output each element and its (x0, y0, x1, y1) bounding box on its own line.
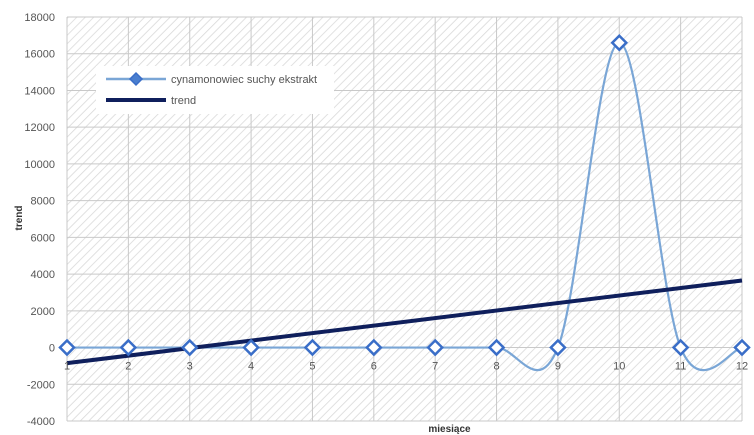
x-tick-label: 6 (371, 361, 377, 373)
legend-entry-label: trend (171, 95, 196, 107)
y-tick-label: 2000 (31, 306, 55, 318)
y-tick-label: 10000 (24, 159, 55, 171)
y-tick-label: 0 (49, 343, 55, 355)
y-tick-label: -2000 (27, 379, 55, 391)
x-tick-label: 12 (736, 361, 748, 373)
y-tick-label: 4000 (31, 269, 55, 281)
x-tick-label: 3 (187, 361, 193, 373)
legend-entry-label: cynamonowiec suchy ekstrakt (171, 74, 317, 86)
x-tick-label: 1 (64, 361, 70, 373)
data-point (58, 338, 76, 357)
data-point (610, 33, 629, 52)
data-point (303, 338, 322, 357)
data-point (119, 338, 138, 357)
data-point (365, 338, 383, 357)
x-axis-title: miesiące (428, 424, 471, 435)
x-tick-label: 2 (125, 361, 131, 373)
series (58, 33, 751, 372)
y-tick-label: 18000 (24, 12, 55, 24)
x-tick-label: 8 (493, 361, 499, 373)
x-tick-label: 7 (432, 361, 438, 373)
x-tick-label: 10 (613, 361, 625, 373)
data-point (426, 338, 444, 357)
y-tick-label: 14000 (24, 85, 55, 97)
y-tick-label: 6000 (31, 232, 55, 244)
data-point (180, 338, 199, 357)
data-point (549, 338, 567, 357)
y-tick-label: -4000 (27, 416, 55, 428)
legend: cynamonowiec suchy ekstrakt trend (96, 66, 334, 114)
data-point (671, 338, 690, 357)
y-tick-label: 8000 (31, 196, 55, 208)
data-point (733, 338, 751, 357)
trend-line (66, 278, 743, 366)
data-point (487, 338, 506, 357)
y-tick-label: 16000 (24, 49, 55, 61)
y-tick-label: 12000 (24, 122, 55, 134)
x-axis-ticks: 1 2 3 4 5 6 7 8 9 10 11 12 (64, 361, 748, 373)
legend-swatch-marker (128, 71, 144, 87)
x-tick-label: 4 (248, 361, 254, 373)
y-axis-ticks: -4000 -2000 0 2000 4000 6000 8000 10000 12000 140… (24, 12, 55, 428)
x-tick-label: 9 (555, 361, 561, 373)
data-point (242, 338, 260, 357)
x-tick-label: 11 (675, 361, 686, 373)
x-tick-label: 5 (309, 361, 315, 373)
y-axis-title: trend (14, 206, 25, 231)
